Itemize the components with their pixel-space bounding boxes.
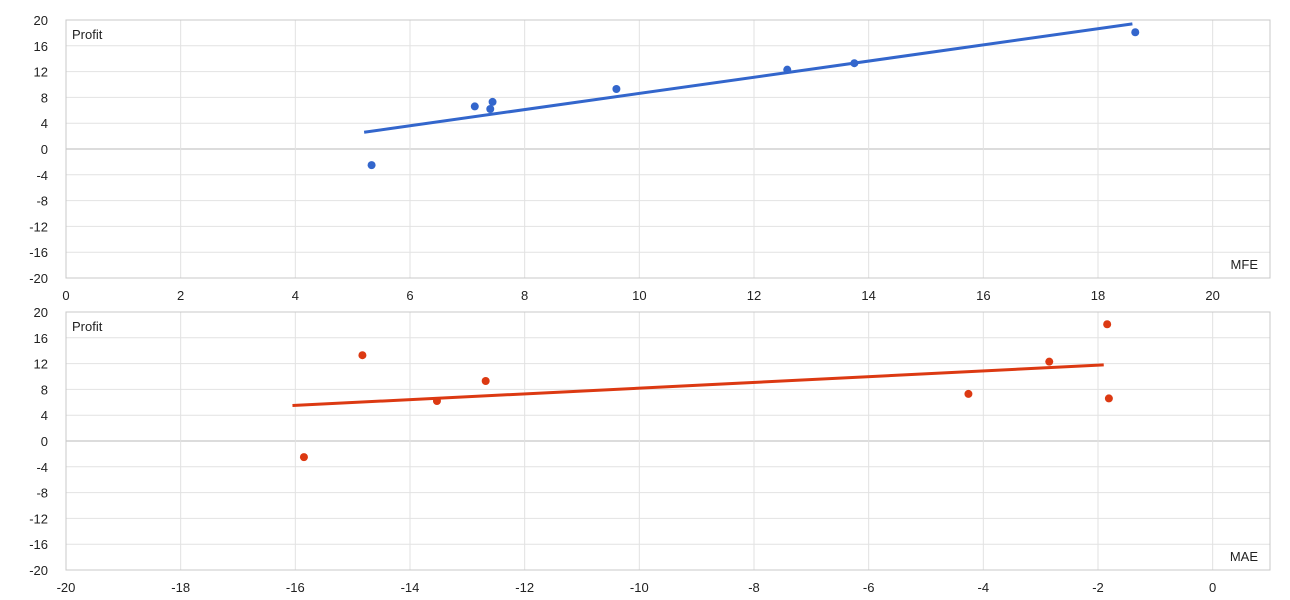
data-point [358, 351, 367, 360]
x-tick-label: 10 [632, 288, 646, 303]
plot-frame [65, 311, 1271, 571]
chart-1: 20 16 12 8 4 0 -4 -8 -12 -16 -20 0 2 4 6 8 10 12 14 16 18 20 P… [29, 13, 1271, 303]
x-tick-label: -18 [171, 580, 190, 595]
x-tick-label: 2 [177, 288, 184, 303]
y-axis-label: Profit [72, 319, 103, 334]
x-tick-label: -6 [863, 580, 875, 595]
y-tick-label: -16 [29, 245, 48, 260]
x-axis-label: MAE [1230, 549, 1259, 564]
y-tick-label: 8 [41, 90, 48, 105]
y-tick-label: 12 [34, 357, 48, 372]
y-tick-label: -20 [29, 271, 48, 286]
x-tick-label: 16 [976, 288, 990, 303]
x-tick-label: 8 [521, 288, 528, 303]
x-tick-label: -10 [630, 580, 649, 595]
data-point [612, 85, 621, 94]
x-tick-label: -12 [515, 580, 534, 595]
y-tick-label: -8 [36, 194, 48, 209]
x-axis-label: MFE [1231, 257, 1259, 272]
y-tick-label: -12 [29, 219, 48, 234]
data-point [486, 105, 495, 114]
x-tick-label: 12 [747, 288, 761, 303]
y-tick-label: -4 [36, 460, 48, 475]
x-tick-label: 18 [1091, 288, 1105, 303]
data-point [1131, 28, 1140, 37]
data-point [432, 397, 441, 406]
y-tick-label: -12 [29, 511, 48, 526]
data-point [470, 102, 479, 111]
trendline [363, 22, 1133, 134]
x-tick-label: 0 [62, 288, 69, 303]
x-tick-label: -14 [401, 580, 420, 595]
plot-frame [65, 19, 1271, 279]
y-tick-label: -20 [29, 563, 48, 578]
data-point [1103, 320, 1112, 329]
y-tick-label: 12 [34, 65, 48, 80]
x-tick-label: 6 [406, 288, 413, 303]
data-point [783, 65, 792, 74]
y-tick-label: 0 [41, 434, 48, 449]
data-point [1045, 357, 1054, 366]
y-tick-label: 16 [34, 331, 48, 346]
y-tick-label: 0 [41, 142, 48, 157]
x-tick-label: 14 [861, 288, 875, 303]
x-tick-label: 20 [1205, 288, 1219, 303]
data-point [964, 389, 973, 398]
data-point [1104, 394, 1113, 403]
x-tick-label: -16 [286, 580, 305, 595]
y-tick-label: 4 [41, 116, 48, 131]
y-tick-label: 20 [34, 305, 48, 320]
data-point [299, 453, 308, 462]
y-tick-label: -16 [29, 537, 48, 552]
x-tick-label: -4 [978, 580, 990, 595]
x-tick-label: 4 [292, 288, 299, 303]
x-tick-label: -8 [748, 580, 760, 595]
y-tick-label: -8 [36, 486, 48, 501]
data-point [367, 161, 376, 170]
y-tick-label: 4 [41, 408, 48, 423]
x-tick-label: -20 [57, 580, 76, 595]
y-axis-label: Profit [72, 27, 103, 42]
x-tick-label: 0 [1209, 580, 1216, 595]
x-tick-label: -2 [1092, 580, 1104, 595]
data-point [850, 59, 859, 68]
data-point [481, 377, 490, 386]
y-tick-label: 20 [34, 13, 48, 28]
y-tick-label: 16 [34, 39, 48, 54]
y-tick-label: -4 [36, 168, 48, 183]
y-tick-label: 8 [41, 382, 48, 397]
data-point [488, 97, 497, 106]
trendline [292, 363, 1104, 408]
